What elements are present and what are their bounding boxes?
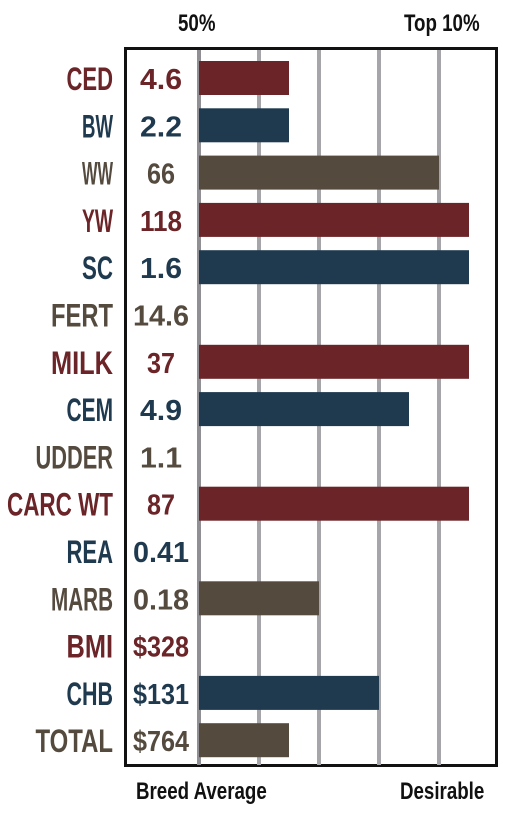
category-label: MARB	[51, 581, 113, 617]
category-label: CEM	[67, 392, 114, 428]
chart-frame	[124, 47, 498, 767]
bar	[199, 61, 289, 95]
value-label: $764	[133, 726, 189, 758]
value-label: 66	[147, 159, 175, 191]
value-label: $328	[133, 632, 189, 664]
value-label: 4.9	[140, 395, 182, 427]
bar	[199, 581, 319, 616]
category-label: SC	[82, 250, 113, 286]
category-label: UDDER	[36, 439, 114, 475]
category-label: REA	[67, 534, 114, 570]
bar	[199, 675, 379, 710]
category-label: CHB	[67, 676, 114, 712]
value-label: 4.6	[140, 64, 182, 96]
category-label: CARC WT	[7, 487, 113, 523]
value-label: $131	[133, 679, 189, 711]
bar	[199, 250, 469, 285]
value-label: 1.1	[140, 442, 182, 474]
category-label: FERT	[51, 298, 113, 334]
header-right-label: Top 10%	[404, 10, 480, 37]
category-label: BMI	[67, 629, 114, 665]
category-label: CED	[67, 61, 114, 97]
value-label: 1.6	[140, 253, 182, 285]
bar	[199, 344, 469, 379]
bar	[199, 486, 469, 521]
value-label: 87	[147, 490, 175, 522]
value-label: 14.6	[133, 301, 189, 333]
footer-left-label: Breed Average	[136, 778, 267, 805]
value-label: 37	[147, 348, 175, 380]
bar	[199, 723, 289, 758]
bar	[199, 108, 289, 143]
category-label: YW	[82, 203, 113, 239]
bar	[199, 202, 469, 237]
category-label: MILK	[51, 345, 113, 381]
value-label: 2.2	[140, 111, 182, 143]
value-label: 0.41	[133, 537, 189, 569]
category-label: TOTAL	[36, 723, 114, 759]
value-label: 0.18	[133, 584, 189, 616]
bar	[199, 155, 439, 190]
value-label: 118	[140, 206, 182, 238]
category-label: WW	[82, 156, 113, 192]
bar	[199, 392, 409, 427]
category-label: BW	[82, 108, 113, 144]
footer-right-label: Desirable	[400, 778, 485, 805]
header-left-label: 50%	[178, 10, 216, 37]
